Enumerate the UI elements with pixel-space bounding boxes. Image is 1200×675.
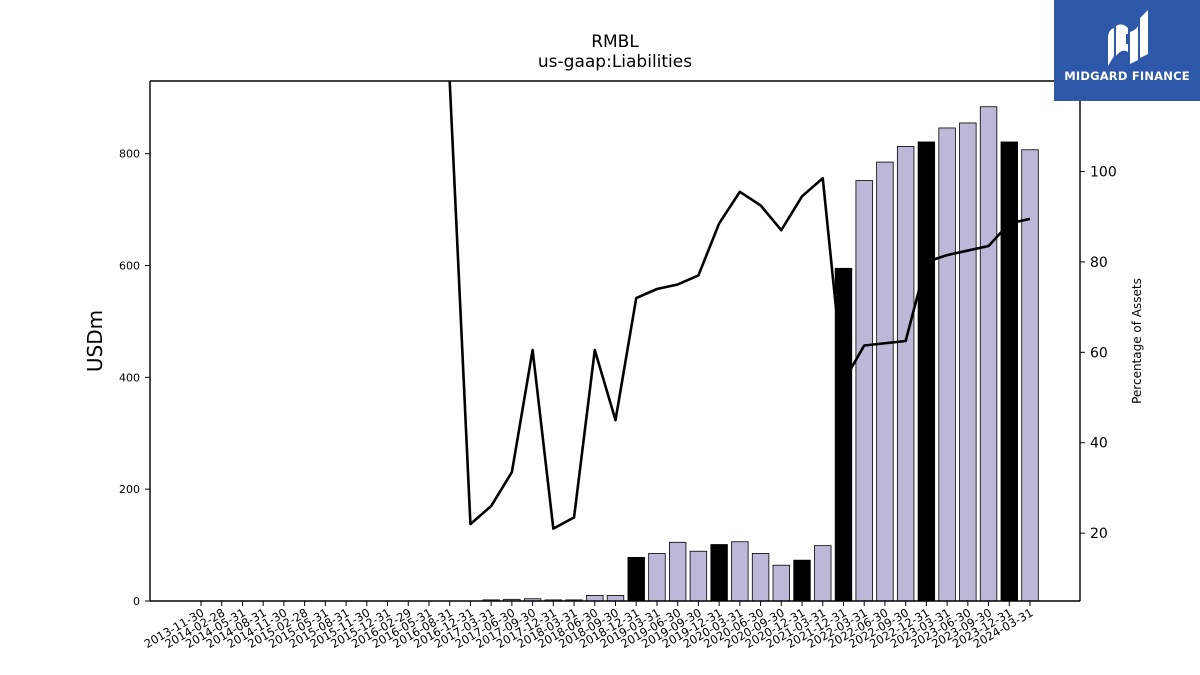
y-tick-label: 0 <box>133 595 140 608</box>
y2-axis-label: Percentage of Assets <box>1130 278 1144 404</box>
bar <box>648 553 666 602</box>
bar <box>689 550 708 602</box>
y2-tick-label: 20 <box>1090 526 1108 542</box>
bar <box>731 541 749 602</box>
bar <box>751 553 770 602</box>
percentage-line <box>448 80 1031 530</box>
logo-mark-icon <box>1108 10 1148 66</box>
y-axis-label: USDm <box>83 310 107 372</box>
bar <box>814 545 832 602</box>
bar <box>627 556 645 602</box>
bar <box>938 127 956 602</box>
bar <box>772 564 790 602</box>
bar <box>668 541 687 602</box>
y2-tick-label: 60 <box>1090 345 1108 361</box>
bar <box>896 146 915 602</box>
bar <box>1021 149 1039 602</box>
bar <box>586 595 604 602</box>
bar <box>710 544 728 602</box>
midgard-finance-logo: MIDGARD FINANCE <box>1054 0 1200 101</box>
bar <box>979 106 998 602</box>
y2-tick-label: 100 <box>1090 164 1117 180</box>
y-tick-label: 400 <box>119 371 140 384</box>
bar <box>1000 141 1018 602</box>
bar <box>606 595 625 602</box>
bar <box>855 180 873 602</box>
chart-subtitle: us-gaap:Liabilities <box>537 52 693 72</box>
y-tick-label: 200 <box>119 483 140 496</box>
y-tick-label: 800 <box>119 148 140 161</box>
y2-tick-label: 40 <box>1090 436 1108 452</box>
bar <box>917 141 936 602</box>
y-tick-label: 600 <box>119 260 140 273</box>
bar <box>793 559 811 602</box>
y2-tick-label: 80 <box>1090 255 1108 271</box>
logo-text: MIDGARD FINANCE <box>1064 69 1190 83</box>
bar <box>959 122 977 602</box>
chart-title: RMBL <box>591 32 639 52</box>
bar <box>876 161 894 602</box>
